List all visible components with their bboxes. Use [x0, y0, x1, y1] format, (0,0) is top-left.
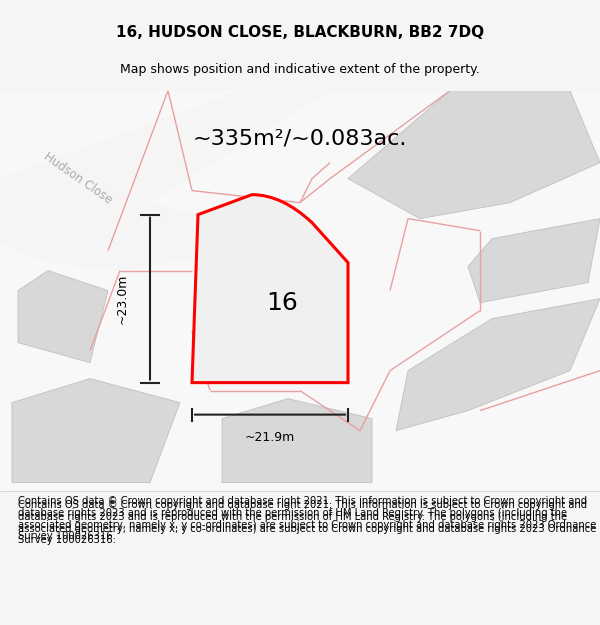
Polygon shape — [222, 399, 372, 482]
Polygon shape — [396, 299, 600, 431]
Text: Contains OS data © Crown copyright and database right 2021. This information is : Contains OS data © Crown copyright and d… — [18, 496, 596, 541]
Text: ~21.9m: ~21.9m — [245, 431, 295, 444]
Polygon shape — [468, 219, 600, 302]
Text: ~335m²/~0.083ac.: ~335m²/~0.083ac. — [193, 129, 407, 149]
Text: ~23.0m: ~23.0m — [116, 274, 129, 324]
Polygon shape — [198, 251, 330, 362]
Text: 16: 16 — [266, 291, 298, 314]
Text: 16, HUDSON CLOSE, BLACKBURN, BB2 7DQ: 16, HUDSON CLOSE, BLACKBURN, BB2 7DQ — [116, 26, 484, 41]
Polygon shape — [0, 91, 600, 491]
Polygon shape — [12, 379, 180, 482]
PathPatch shape — [192, 194, 348, 382]
Text: Contains OS data © Crown copyright and database right 2021. This information is : Contains OS data © Crown copyright and d… — [18, 500, 596, 545]
Text: Hudson Close: Hudson Close — [41, 150, 115, 207]
Polygon shape — [348, 91, 600, 219]
Polygon shape — [18, 271, 108, 362]
Polygon shape — [0, 91, 330, 271]
Text: Map shows position and indicative extent of the property.: Map shows position and indicative extent… — [120, 63, 480, 76]
